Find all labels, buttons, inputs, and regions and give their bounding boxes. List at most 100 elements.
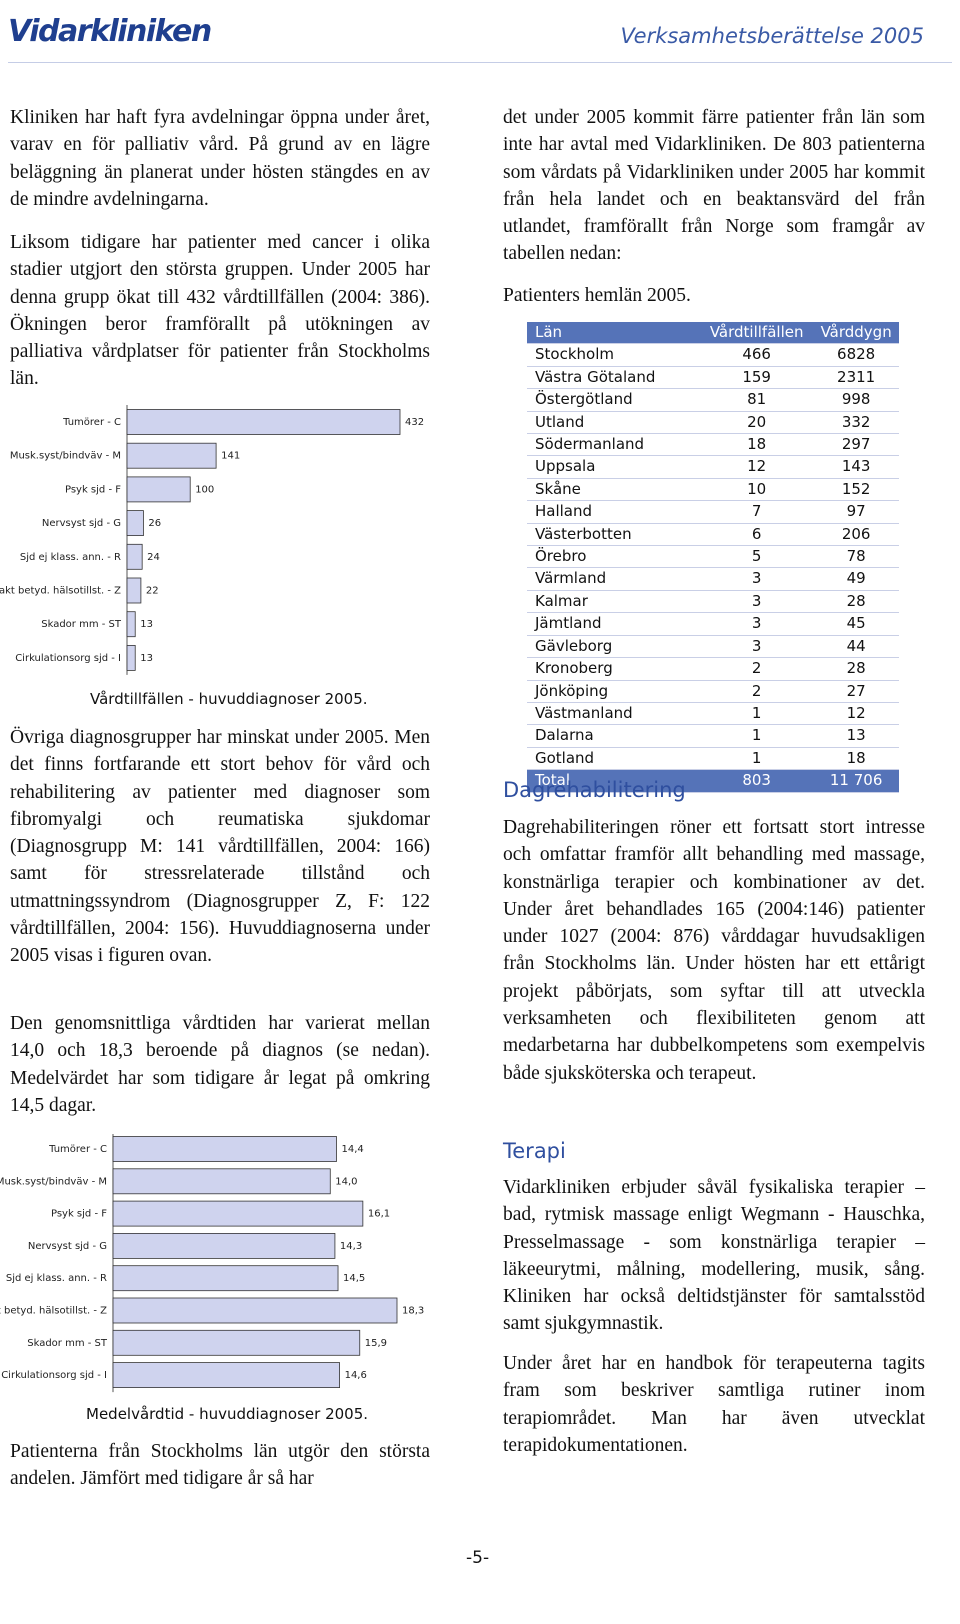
category-label: Psyk sjd - F xyxy=(51,1209,107,1220)
category-label: Musk.syst/bindväv - M xyxy=(10,451,121,462)
category-label: Nervsyst sjd - G xyxy=(28,1241,107,1252)
table-cell: 18 xyxy=(813,747,899,771)
bar xyxy=(126,409,401,435)
table-cell: 12 xyxy=(700,455,814,479)
table-cell: Län xyxy=(527,322,701,345)
bar xyxy=(126,543,143,570)
value-label: 22 xyxy=(146,586,159,597)
value-label: 14,3 xyxy=(340,1241,362,1252)
table-cell: Örebro xyxy=(527,545,701,569)
table-cell: 81 xyxy=(700,388,814,412)
value-label: 100 xyxy=(195,484,214,495)
value-label: 15,9 xyxy=(365,1338,387,1349)
table-row: Jämtland 3 45 xyxy=(527,612,899,636)
table-row: Kronoberg 2 28 xyxy=(527,657,899,681)
table-cell: 44 xyxy=(813,635,899,659)
table-cell: 78 xyxy=(813,545,899,569)
bar xyxy=(112,1265,339,1292)
category-label: Sjd ej klass. ann. - R xyxy=(6,1273,107,1284)
bar xyxy=(126,510,144,536)
table-cell: 466 xyxy=(700,343,814,367)
table-row: Uppsala 12 143 xyxy=(527,455,899,479)
table-cell: Västerbotten xyxy=(527,523,701,547)
table-cell: 11 706 xyxy=(813,769,899,793)
table-cell: 49 xyxy=(813,567,899,591)
bar xyxy=(112,1233,336,1259)
bar xyxy=(112,1329,361,1356)
chart: Tumörer - C 432 Musk.syst/bindväv - M 141 Ps… xyxy=(0,405,424,675)
section-heading: Dagrehabilitering xyxy=(503,778,686,802)
table-cell: 998 xyxy=(813,388,899,412)
table-cell: 1 xyxy=(700,747,814,771)
table-cell: 1 xyxy=(700,702,814,726)
value-label: 14,5 xyxy=(343,1273,365,1284)
table-cell: Gotland xyxy=(527,747,701,771)
value-label: 141 xyxy=(221,451,240,462)
bar xyxy=(126,577,142,604)
table-row: Dalarna 1 13 xyxy=(527,724,899,748)
table-cell: 3 xyxy=(700,590,814,614)
table-cell: 1 xyxy=(700,724,814,748)
bar xyxy=(112,1200,364,1227)
table-row: Halland 7 97 xyxy=(527,500,899,524)
table-cell: Gävleborg xyxy=(527,635,701,659)
table-cell: 6 xyxy=(700,523,814,547)
table-cell: 20 xyxy=(700,411,814,435)
category-label: Fakt betyd. hälsotillst. - Z xyxy=(0,586,121,597)
table-cell: Södermanland xyxy=(527,433,701,457)
table-cell: Kalmar xyxy=(527,590,701,614)
bar xyxy=(112,1168,331,1195)
bar xyxy=(126,644,136,671)
table-row: Örebro 5 78 xyxy=(527,545,899,569)
table-cell: Halland xyxy=(527,500,701,524)
table-cell: 18 xyxy=(700,433,814,457)
category-label: Psyk sjd - F xyxy=(65,484,121,495)
bar xyxy=(126,442,217,469)
table-cell: 803 xyxy=(700,769,814,793)
table-cell: 2 xyxy=(700,657,814,681)
table-cell: 28 xyxy=(813,657,899,681)
table-cell: 3 xyxy=(700,612,814,636)
table-cell: Uppsala xyxy=(527,455,701,479)
table-cell: Stockholm xyxy=(527,343,701,367)
table-row: Skåne 10 152 xyxy=(527,478,899,502)
value-label: 13 xyxy=(140,619,153,630)
value-label: 432 xyxy=(405,417,424,428)
value-label: 26 xyxy=(148,518,161,529)
table-cell: 143 xyxy=(813,455,899,479)
category-label: Fakt betyd. hälsotillst. - Z xyxy=(0,1306,107,1317)
category-label: Skador mm - ST xyxy=(41,619,122,630)
table-cell: Vårdtillfällen xyxy=(700,322,814,345)
chart: Tumörer - C 14,4 Musk.syst/bindväv - M 14,0… xyxy=(0,1134,424,1393)
bar xyxy=(112,1297,398,1324)
table-row: Gotland 1 18 xyxy=(527,747,899,771)
table-cell: 45 xyxy=(813,612,899,636)
category-label: Tumörer - C xyxy=(62,417,121,428)
paragraph: det under 2005 kommit färre patienter fr… xyxy=(503,107,925,265)
category-label: Cirkulationsorg sjd - I xyxy=(15,653,121,664)
paragraph: Liksom tidigare har patienter med cancer… xyxy=(10,232,430,390)
table-cell: 27 xyxy=(813,680,899,703)
bar xyxy=(126,611,136,638)
chart-title: Medelvårdtid - huvuddiagnoser 2005. xyxy=(86,1405,369,1423)
bar xyxy=(112,1362,340,1389)
table-cell: Östergötland xyxy=(527,388,701,412)
table-cell: Kronoberg xyxy=(527,657,701,681)
section-heading: Terapi xyxy=(503,1139,566,1163)
table-row: Utland 20 332 xyxy=(527,411,899,435)
category-label: Sjd ej klass. ann. - R xyxy=(20,552,121,563)
table-cell: Total xyxy=(527,769,701,793)
value-label: 14,0 xyxy=(335,1176,357,1187)
table-cell: 3 xyxy=(700,567,814,591)
table-cell: Utland xyxy=(527,411,701,435)
table-cell: Värmland xyxy=(527,567,701,591)
table-row: Jönköping 2 27 xyxy=(527,680,899,703)
table-cell: 2 xyxy=(700,680,814,703)
table-cell: 332 xyxy=(813,411,899,435)
header-title: Verksamhetsberättelse 2005 xyxy=(620,24,924,48)
table-cell: 13 xyxy=(813,724,899,748)
paragraph: Vidarkliniken erbjuder såväl fysikaliska… xyxy=(503,1177,925,1335)
table-cell: 6828 xyxy=(813,343,899,367)
